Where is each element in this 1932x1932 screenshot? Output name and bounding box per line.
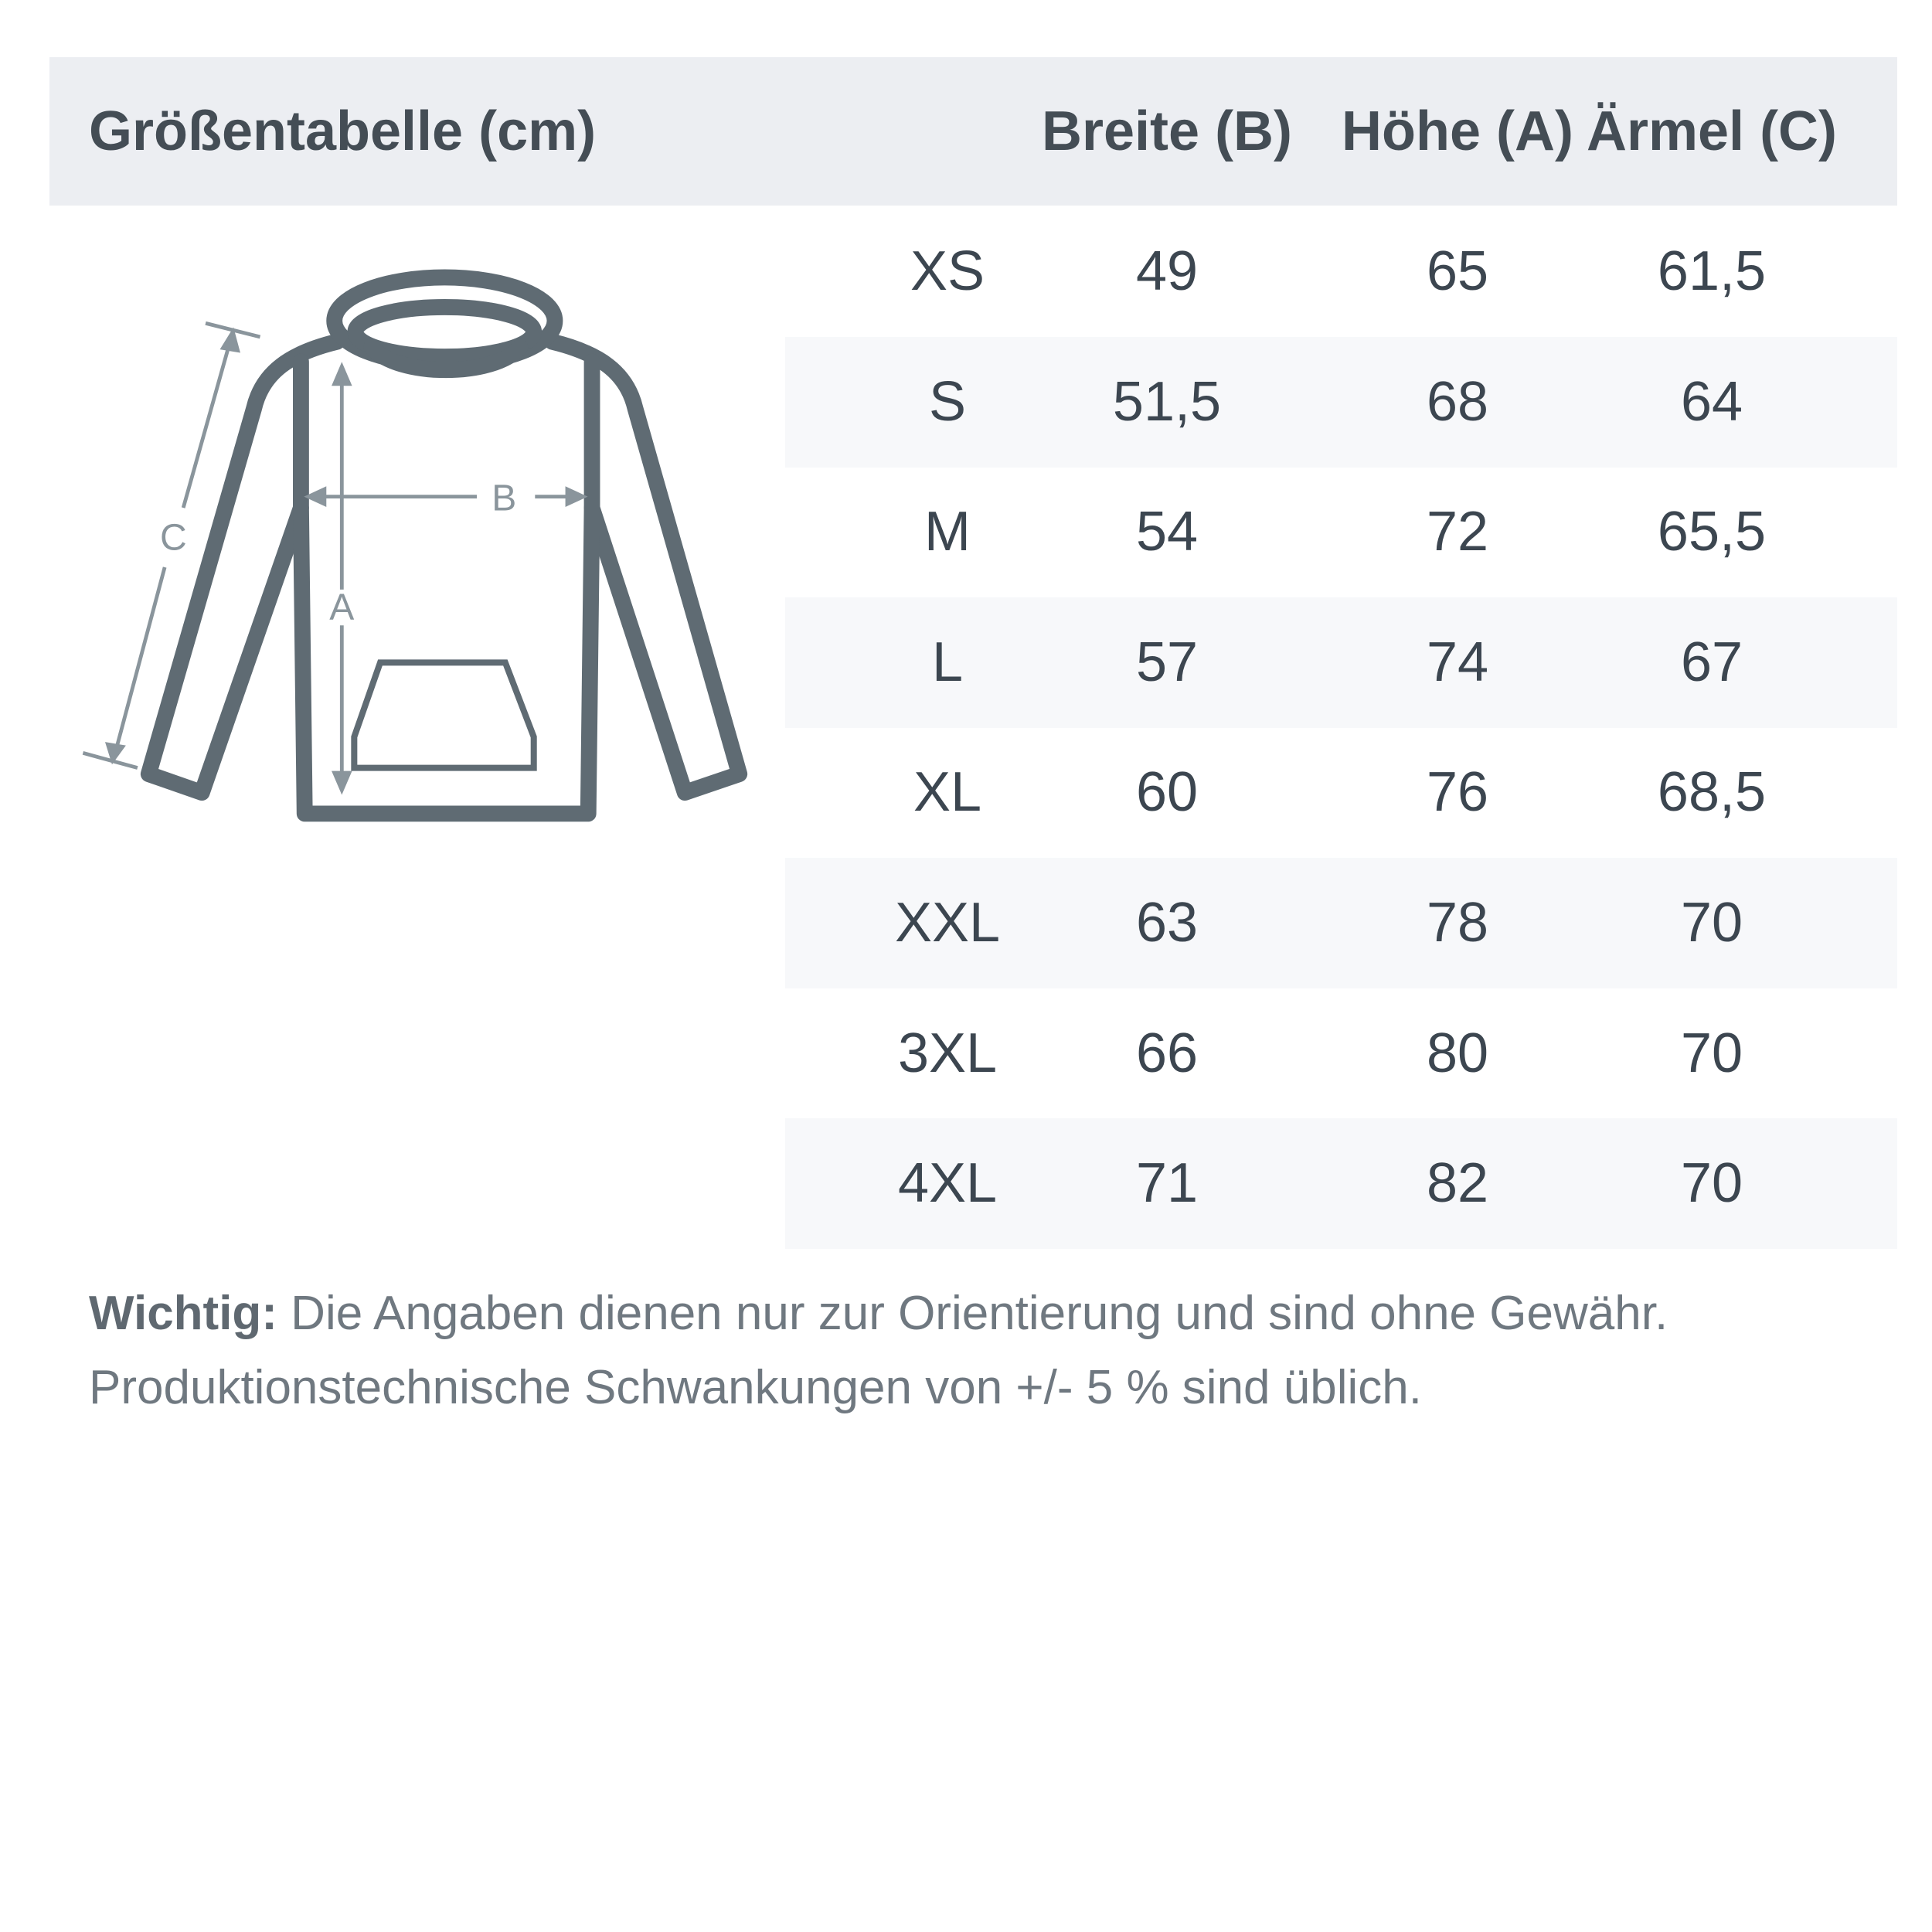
cell-size: L bbox=[931, 631, 964, 693]
column-header-aermel: Ärmel (C) bbox=[1586, 100, 1838, 162]
footer-line-1: Die Angaben dienen nur zur Orientierung … bbox=[277, 1287, 1668, 1340]
cell-hoehe: 68 bbox=[1426, 370, 1489, 433]
cell-breite: 60 bbox=[1135, 761, 1199, 824]
label-a: A bbox=[329, 586, 354, 628]
cell-aermel: 64 bbox=[1680, 370, 1743, 433]
table-row: 4XL 71 82 70 bbox=[785, 1118, 1897, 1250]
cell-size: 4XL bbox=[897, 1152, 998, 1215]
hoodie-icon bbox=[140, 269, 748, 822]
cell-hoehe: 72 bbox=[1426, 501, 1489, 563]
cell-breite: 54 bbox=[1135, 501, 1199, 563]
table-header: Größentabelle (cm) Breite (B) Höhe (A) Ä… bbox=[49, 57, 1897, 206]
table-row: 3XL 66 80 70 bbox=[785, 988, 1897, 1119]
cell-size: 3XL bbox=[897, 1022, 998, 1084]
table-row: S 51,5 68 64 bbox=[785, 336, 1897, 468]
table-row: XXL 63 78 70 bbox=[785, 858, 1897, 988]
page-title: Größentabelle (cm) bbox=[89, 100, 597, 162]
cell-hoehe: 80 bbox=[1426, 1022, 1489, 1084]
cell-size: XXL bbox=[894, 892, 1001, 954]
cell-aermel: 67 bbox=[1680, 631, 1743, 693]
cell-hoehe: 78 bbox=[1426, 892, 1489, 954]
table-row: M 54 72 65,5 bbox=[785, 467, 1897, 597]
cell-size: M bbox=[924, 501, 971, 563]
cell-aermel: 68,5 bbox=[1657, 761, 1767, 824]
cell-breite: 49 bbox=[1135, 240, 1199, 302]
label-c: C bbox=[160, 517, 187, 559]
cell-hoehe: 65 bbox=[1426, 240, 1489, 302]
column-header-breite: Breite (B) bbox=[1041, 100, 1293, 162]
cell-size: S bbox=[928, 370, 967, 433]
cell-aermel: 70 bbox=[1680, 1022, 1743, 1084]
pocket-icon bbox=[351, 659, 537, 771]
table-row: L 57 74 67 bbox=[785, 597, 1897, 728]
cell-aermel: 70 bbox=[1680, 1152, 1743, 1215]
footer-line-2: Produktionstechnische Schwankungen von +… bbox=[89, 1361, 1422, 1414]
cell-breite: 66 bbox=[1135, 1022, 1199, 1084]
cell-breite: 71 bbox=[1135, 1152, 1199, 1215]
footer-note: Wichtig: Die Angaben dienen nur zur Orie… bbox=[89, 1277, 1905, 1425]
cell-breite: 57 bbox=[1135, 631, 1199, 693]
footer-label: Wichtig: bbox=[89, 1287, 277, 1340]
cell-aermel: 65,5 bbox=[1657, 501, 1767, 563]
cell-hoehe: 82 bbox=[1426, 1152, 1489, 1215]
column-header-hoehe: Höhe (A) bbox=[1342, 100, 1573, 162]
cell-aermel: 61,5 bbox=[1657, 240, 1767, 302]
measure-lines bbox=[82, 321, 588, 795]
table-row: XL 60 76 68,5 bbox=[785, 727, 1897, 858]
cell-size: XS bbox=[910, 240, 985, 302]
cell-hoehe: 74 bbox=[1426, 631, 1489, 693]
cell-breite: 63 bbox=[1135, 892, 1199, 954]
table-row: XS 49 65 61,5 bbox=[785, 206, 1897, 337]
cell-size: XL bbox=[913, 761, 982, 824]
cell-aermel: 70 bbox=[1680, 892, 1743, 954]
cell-hoehe: 76 bbox=[1426, 761, 1489, 824]
cell-breite: 51,5 bbox=[1112, 370, 1222, 433]
label-b: B bbox=[492, 477, 516, 519]
